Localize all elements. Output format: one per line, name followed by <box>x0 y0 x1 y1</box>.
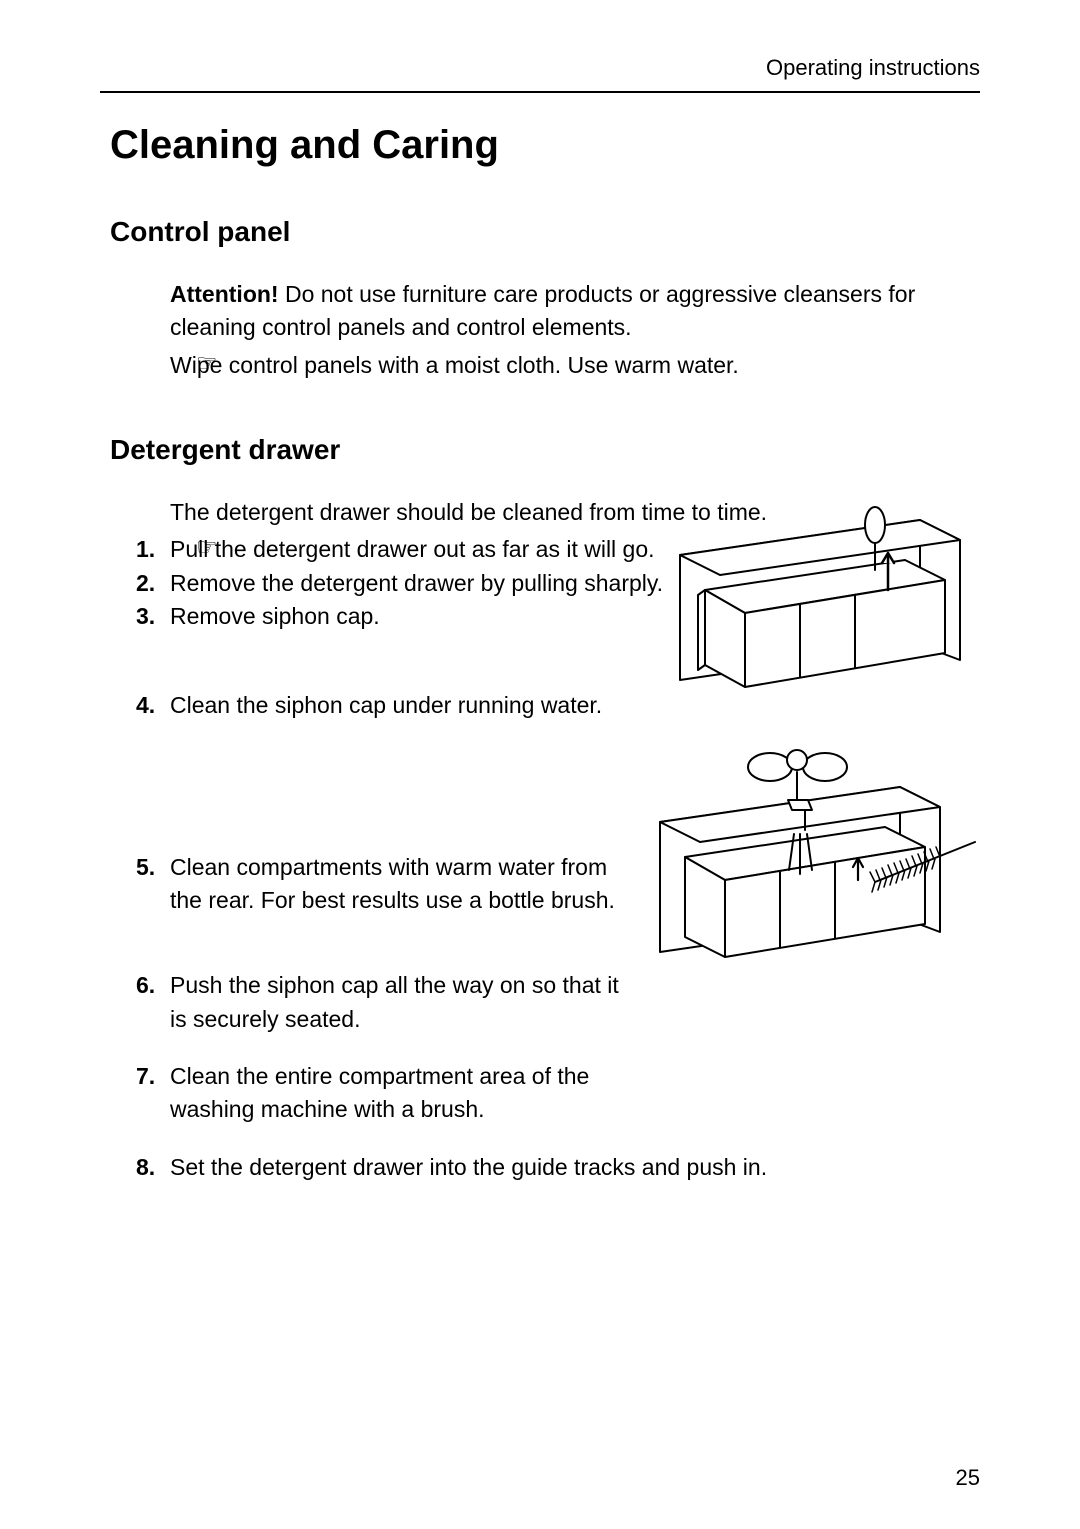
figure-drawer-siphon-cap <box>660 495 980 725</box>
section-heading-control-panel: Control panel <box>110 216 980 248</box>
step-number: 6. <box>136 969 170 1036</box>
step-number: 4. <box>136 689 170 722</box>
page-number: 25 <box>956 1465 980 1491</box>
hand-pointing-icon: ☞ <box>196 349 218 378</box>
step-number: 7. <box>136 1060 170 1127</box>
step-number: 1. <box>136 533 170 566</box>
attention-paragraph: Attention! Do not use furniture care pro… <box>170 278 980 345</box>
page-header: Operating instructions <box>100 55 980 93</box>
hand-pointing-icon: ☞ <box>196 533 218 562</box>
figure-drawer-cleaning <box>640 742 980 994</box>
step-7: 7. Clean the entire compartment area of … <box>136 1060 980 1127</box>
main-heading: Cleaning and Caring <box>110 123 980 168</box>
step-number: 8. <box>136 1151 170 1184</box>
step-number: 5. <box>136 851 170 918</box>
section-heading-detergent-drawer: Detergent drawer <box>110 434 980 466</box>
step-text: Clean the entire compartment area of the… <box>170 1060 980 1127</box>
step-text: Set the detergent drawer into the guide … <box>170 1151 980 1184</box>
attention-text: Do not use furniture care products or ag… <box>170 281 915 340</box>
step-number: 3. <box>136 600 170 633</box>
attention-label: Attention! <box>170 281 279 307</box>
tip-text: Wipe control panels with a moist cloth. … <box>170 349 980 382</box>
step-number: 2. <box>136 567 170 600</box>
step-8: 8. Set the detergent drawer into the gui… <box>136 1151 980 1184</box>
